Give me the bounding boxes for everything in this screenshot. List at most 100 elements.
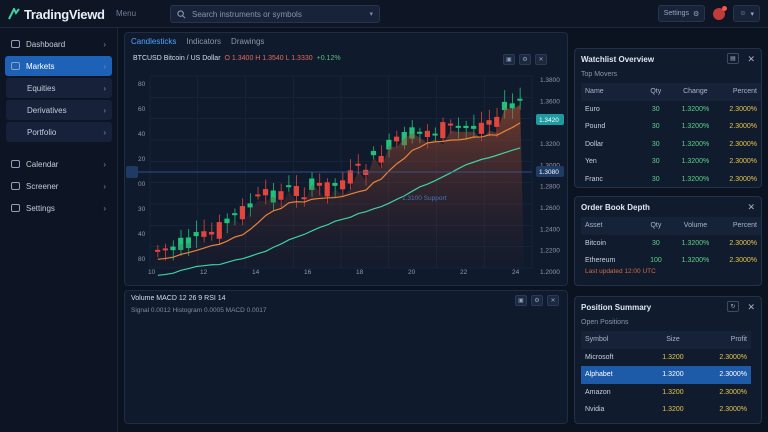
table-cell: 30 <box>651 123 660 131</box>
table-header: Symbol Size Profit <box>581 331 751 349</box>
sidebar-item-settings[interactable]: Settings › <box>5 198 112 218</box>
calendar-icon[interactable]: ▤ <box>727 53 739 64</box>
sidebar-item-label: Markets <box>26 61 55 71</box>
top-bar: TradingViewd Menu Search instruments or … <box>0 0 768 28</box>
table-cell: Yen <box>585 158 597 166</box>
column-header[interactable]: Change <box>673 83 718 101</box>
sidebar-item-derivatives[interactable]: Derivatives › <box>6 100 112 120</box>
settings-icon[interactable]: ⚙ <box>519 54 531 65</box>
sidebar-item-markets[interactable]: Markets › <box>5 56 112 76</box>
settings-icon[interactable]: ⚙ <box>531 295 543 306</box>
table-cell: 1.3200% <box>681 140 710 148</box>
table-row[interactable]: Alphabet 1.3200 2.3000% <box>581 366 751 384</box>
column-header[interactable]: Percent <box>717 83 761 101</box>
camera-icon[interactable]: ▣ <box>515 295 527 306</box>
table-cell: Amazon <box>585 388 611 396</box>
table-row[interactable]: Nvidia 1.3200 2.3000% <box>581 401 751 419</box>
table-cell: 2.3000% <box>729 123 757 131</box>
table-cell: 1.3200% <box>681 175 710 183</box>
table-cell: Microsoft <box>585 353 614 361</box>
panel-subtitle: Top Movers <box>581 71 618 78</box>
sidebar-item-label: Calendar <box>26 159 59 169</box>
app-title: TradingViewd <box>24 6 105 22</box>
table-cell: Pound <box>585 123 606 131</box>
table-row[interactable]: Amazon 1.3200 2.3000% <box>581 384 751 402</box>
column-header[interactable]: Symbol <box>581 331 653 349</box>
indicator-values: Signal 0.0012 Histogram 0.0005 MACD 0.00… <box>131 307 267 314</box>
column-header[interactable]: Volume <box>673 217 718 235</box>
table-row[interactable]: Franc 30 1.3200% 2.3000% <box>581 171 761 189</box>
column-header[interactable]: Asset <box>581 217 639 235</box>
sidebar-item-equities[interactable]: Equities › <box>6 78 112 98</box>
sidebar-item-label: Equities <box>27 83 56 93</box>
column-header[interactable]: Qty <box>638 83 674 101</box>
table-cell: 2.3000% <box>719 406 747 414</box>
camera-icon[interactable]: ▣ <box>503 54 515 65</box>
table-row[interactable]: Dollar 30 1.3200% 2.3000% <box>581 136 761 154</box>
chart-controls: ▣ ⚙ ✕ <box>503 54 547 65</box>
tab-indicators[interactable]: Indicators <box>186 37 222 46</box>
close-icon[interactable]: ✕ <box>747 302 755 312</box>
chevron-right-icon: › <box>103 159 106 169</box>
close-icon[interactable]: ✕ <box>547 295 559 306</box>
column-header[interactable]: Profit <box>693 331 751 349</box>
legend-symbol: BTCUSD Bitcoin / US Dollar <box>133 55 221 62</box>
column-header[interactable]: Qty <box>638 217 674 235</box>
chevron-right-icon: › <box>103 181 106 191</box>
column-header[interactable]: Size <box>653 331 693 349</box>
close-icon[interactable]: ✕ <box>535 54 547 65</box>
gear-icon: ⚙ <box>693 10 700 18</box>
sidebar-item-dashboard[interactable]: Dashboard › <box>5 34 112 54</box>
search-bar[interactable]: Search instruments or symbols ▾ <box>170 5 380 23</box>
orderbook-panel: Order Book Depth ✕ Asset Qty Volume Percent… <box>574 196 762 286</box>
table-header: Asset Qty Volume Percent <box>581 217 761 235</box>
table-cell: 2.3000% <box>729 257 757 265</box>
table-header: Name Qty Change Percent <box>581 83 761 101</box>
table-row[interactable]: Bitcoin 30 1.3200% 2.3000% <box>581 235 761 253</box>
avatar: ☺ <box>739 10 747 17</box>
sidebar-item-calendar[interactable]: Calendar › <box>5 154 112 174</box>
chevron-right-icon: › <box>103 83 106 93</box>
close-icon[interactable]: ✕ <box>747 202 755 212</box>
tab-candlesticks[interactable]: Candlesticks <box>131 37 177 46</box>
folder-icon <box>12 128 21 136</box>
folder-icon <box>11 62 20 70</box>
sidebar-item-screener[interactable]: Screener › <box>5 176 112 196</box>
app-logo[interactable]: TradingViewd <box>8 5 105 23</box>
notification-icon[interactable] <box>713 5 728 20</box>
sidebar-item-label: Derivatives <box>27 105 67 115</box>
table-cell: 30 <box>651 140 660 148</box>
table-cell: Alphabet <box>581 366 653 384</box>
table-cell: Euro <box>585 105 600 113</box>
column-header[interactable]: Percent <box>717 217 761 235</box>
table-row[interactable]: Microsoft 1.3200 2.3000% <box>581 349 751 367</box>
user-menu-button[interactable]: ☺ ▾ <box>733 5 760 22</box>
table-cell: 2.3000% <box>729 239 757 247</box>
folder-icon <box>11 182 20 190</box>
table-row[interactable]: Ethereum 100 1.3200% 2.3000% <box>581 252 761 270</box>
table-cell: 2.3000% <box>729 140 757 148</box>
positions-panel: Position Summary Open Positions ↻ ✕ Symb… <box>574 296 762 424</box>
indicator-panel: Volume MACD 12 26 9 RSI 14 Signal 0.0012… <box>124 290 568 424</box>
table-row[interactable]: Pound 30 1.3200% 2.3000% <box>581 118 761 136</box>
sidebar-item-label: Portfolio <box>27 127 57 137</box>
panel-title: Watchlist Overview <box>581 55 655 64</box>
refresh-icon[interactable]: ↻ <box>727 301 739 312</box>
table-row[interactable]: Yen 30 1.3200% 2.3000% <box>581 153 761 171</box>
table-row[interactable]: Euro 30 1.3200% 2.3000% <box>581 101 761 119</box>
chevron-right-icon: › <box>103 39 106 49</box>
positions-table: Symbol Size Profit Microsoft 1.3200 2.3000% Al… <box>581 331 751 419</box>
sidebar-item-label: Dashboard <box>26 39 66 49</box>
table-cell: 1.3200 <box>662 353 684 361</box>
table-cell: 30 <box>651 158 660 166</box>
watchlist-panel: Watchlist Overview Top Movers ▤ ✕ Name Qt… <box>574 48 762 188</box>
close-icon[interactable]: ✕ <box>747 54 755 64</box>
settings-button[interactable]: Settings ⚙ <box>657 5 706 22</box>
tab-drawings[interactable]: Drawings <box>231 37 265 46</box>
table-cell: 1.3200% <box>681 257 710 265</box>
search-input[interactable]: Search instruments or symbols <box>192 9 302 19</box>
menu-link[interactable]: Menu <box>116 9 137 18</box>
chevron-down-icon: ▾ <box>750 10 754 18</box>
column-header[interactable]: Name <box>581 83 639 101</box>
sidebar-item-portfolio[interactable]: Portfolio › <box>6 122 112 142</box>
